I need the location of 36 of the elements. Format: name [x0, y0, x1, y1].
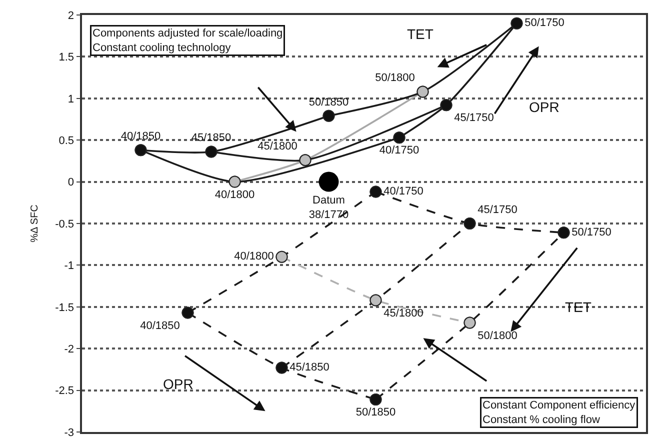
y-tick-label: 0 [68, 176, 74, 189]
y-tick-label: -2.5 [55, 385, 74, 398]
data-label: 45/1750 [454, 112, 494, 124]
annotation: Components adjusted for scale/loading Constant cooling technology [92, 28, 283, 54]
y-tick-label: -1.5 [55, 302, 74, 314]
data-label: 40/1800 [234, 250, 274, 263]
data-label: 50/1850 [356, 406, 396, 419]
y-axis-title: %Δ SFC [30, 204, 41, 242]
data-label: 40/1850 [120, 130, 161, 142]
y-tick-label: 0.5 [58, 134, 74, 147]
data-label: 40/1850 [140, 320, 180, 332]
y-tick-label: 1.5 [58, 52, 74, 64]
data-label: 40/1800 [214, 188, 255, 201]
data-label: 45/1750 [478, 204, 518, 216]
data-label: 50/1800 [478, 330, 518, 342]
y-tick-label: -1 [64, 260, 74, 272]
y-tick-label: -3 [64, 426, 74, 439]
annotation: TET [565, 299, 592, 315]
annotation: Constant Component efficiency Constant % cooling flow [482, 400, 636, 426]
data-label: 50/1850 [308, 96, 349, 108]
data-label: 45/1850 [290, 362, 330, 374]
data-label: 45/1800 [258, 140, 298, 152]
data-label: 45/1850 [191, 132, 232, 144]
y-tick-label: 1 [68, 93, 74, 106]
data-label: 50/1750 [524, 17, 564, 30]
y-tick-label: -0.5 [55, 218, 74, 230]
annotation: OPR [529, 99, 560, 115]
annotation: OPR [163, 376, 194, 392]
data-label: 50/1750 [572, 226, 612, 238]
data-label: 40/1750 [379, 144, 420, 157]
y-tick-label: 2 [68, 10, 74, 22]
data-label: 45/1800 [384, 307, 424, 320]
data-label: 40/1750 [384, 186, 424, 198]
data-label: 50/1800 [375, 72, 415, 84]
y-tick-label: -2 [64, 343, 74, 356]
annotation: TET [407, 26, 434, 42]
